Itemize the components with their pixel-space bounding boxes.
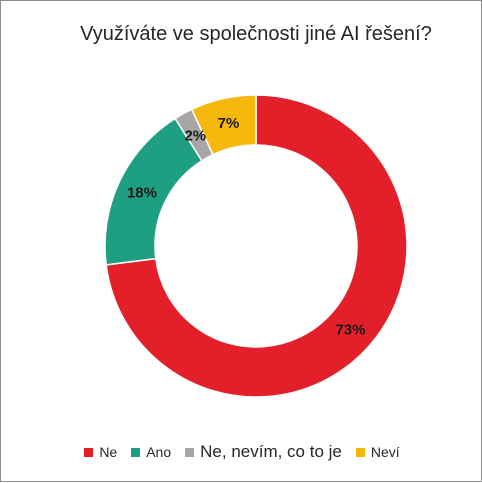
legend-swatch-ano: [131, 447, 141, 457]
legend-item-nevim: Ne, nevím, co to je: [185, 442, 342, 462]
legend-swatch-ne: [84, 447, 94, 457]
slice-label-ano: 18%: [127, 184, 157, 201]
legend-label-nevi: Neví: [370, 444, 400, 460]
legend-swatch-nevim: [185, 447, 195, 457]
chart-legend: Ne Ano Ne, nevím, co to je Neví: [1, 442, 482, 462]
legend-label-ne: Ne: [99, 444, 118, 460]
legend-item-nevi: Neví: [355, 444, 400, 460]
legend-swatch-nevi: [355, 447, 365, 457]
slice-label-nevim: 2%: [184, 128, 206, 145]
slice-ne: [105, 94, 408, 398]
legend-item-ne: Ne: [84, 444, 117, 460]
chart-title: Využíváte ve společnosti jiné AI řešení?: [80, 23, 432, 45]
legend-label-nevim: Ne, nevím, co to je: [200, 442, 342, 461]
legend-label-ano: Ano: [146, 444, 172, 460]
slice-label-nevi: 7%: [218, 115, 240, 132]
slice-nevi: [190, 94, 257, 156]
slice-label-ne: 73%: [335, 321, 365, 338]
legend-item-ano: Ano: [131, 444, 171, 460]
